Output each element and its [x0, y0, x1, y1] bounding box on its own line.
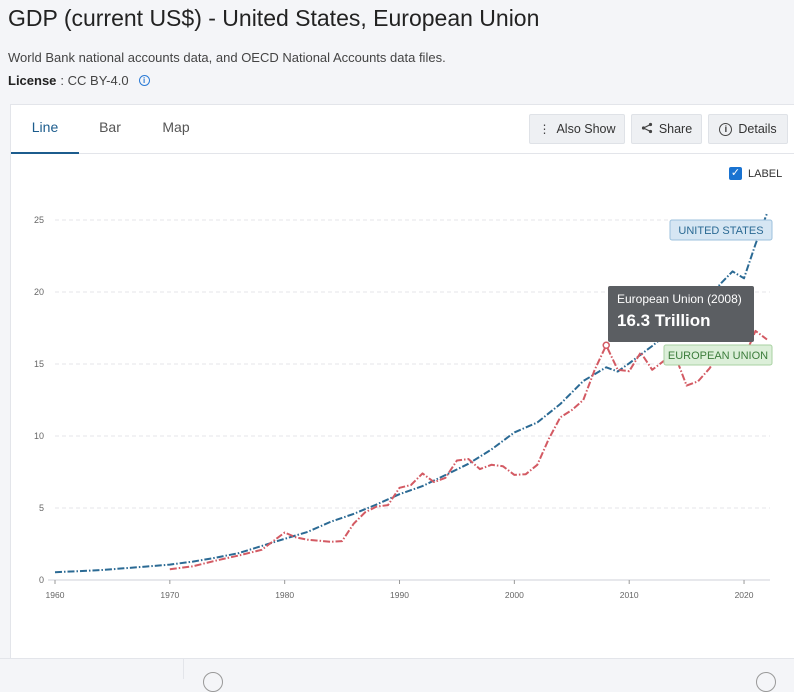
share-button[interactable]: Share [631, 114, 702, 144]
bottom-bar [0, 658, 794, 692]
info-icon[interactable]: i [138, 75, 150, 86]
details-label: Details [738, 122, 777, 136]
x-tick-label: 2020 [735, 590, 754, 600]
x-tick-label: 2000 [505, 590, 524, 600]
tooltip-box [608, 286, 754, 342]
y-tick-label: 20 [34, 287, 44, 297]
share-label: Share [658, 122, 693, 136]
view-tabs: Line Bar Map ⋮ Also Show Share i Details [11, 105, 794, 154]
info-circle-icon: i [719, 122, 733, 136]
label-toggle[interactable]: ✓ LABEL [729, 167, 782, 180]
tooltip-value: 16.3 Trillion [617, 311, 711, 330]
license-value: : CC BY-4.0 [60, 73, 129, 88]
y-tick-label: 25 [34, 215, 44, 225]
series-label-box [669, 219, 773, 241]
bottom-control-icon[interactable] [203, 672, 223, 692]
x-tick-label: 2010 [620, 590, 639, 600]
x-tick-label: 1970 [160, 590, 179, 600]
page-title: GDP (current US$) - United States, Europ… [8, 5, 540, 31]
more-vertical-icon: ⋮ [538, 122, 551, 136]
label-checkbox[interactable]: ✓ [729, 167, 742, 180]
y-tick-label: 0 [39, 575, 44, 585]
series-label-united-states: UNITED STATES [669, 219, 773, 241]
x-tick-label: 1990 [390, 590, 409, 600]
y-tick-label: 15 [34, 359, 44, 369]
details-button[interactable]: i Details [708, 114, 788, 144]
label-toggle-text: LABEL [748, 167, 783, 180]
series-label-text: EUROPEAN UNION [668, 350, 768, 362]
also-show-label: Also Show [556, 122, 616, 136]
license-line: License : CC BY-4.0 i [8, 73, 150, 88]
tab-map[interactable]: Map [162, 119, 190, 135]
data-point-eu-2008 [602, 341, 610, 350]
line-chart: 0 5 10 15 20 25 1960 1970 1980 1990 2000 2010 2020 U… [34, 213, 773, 600]
bottom-divider [183, 659, 184, 679]
tooltip-title: European Union (2008) [617, 292, 742, 306]
series-label-european-union: EUROPEAN UNION [663, 344, 773, 366]
y-tick-label: 5 [39, 503, 44, 513]
y-tick-label: 10 [34, 431, 44, 441]
source-note: World Bank national accounts data, and O… [8, 50, 446, 65]
chart-tooltip: European Union (2008) 16.3 Trillion [608, 286, 754, 342]
bottom-control-icon-right[interactable] [756, 672, 776, 692]
series-label-box [663, 344, 773, 366]
series-label-text: UNITED STATES [678, 225, 763, 237]
series-line-european-union [169, 329, 768, 571]
tab-line[interactable]: Line [11, 105, 79, 154]
x-tick-label: 1980 [275, 590, 294, 600]
chart-panel: Line Bar Map ⋮ Also Show Share i Details… [10, 104, 794, 678]
tab-bar[interactable]: Bar [99, 119, 121, 135]
also-show-button[interactable]: ⋮ Also Show [529, 114, 625, 144]
series-line-united-states [54, 213, 768, 574]
x-tick-label: 1960 [46, 590, 65, 600]
license-label: License [8, 73, 57, 88]
share-icon [641, 122, 653, 136]
